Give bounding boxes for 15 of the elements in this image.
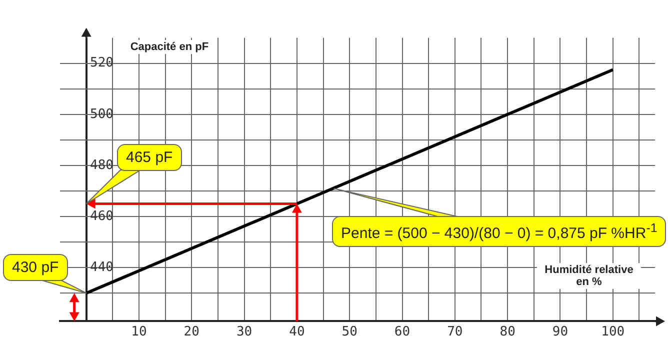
x-tick-label: 100 bbox=[601, 324, 625, 340]
x-tick-label: 50 bbox=[342, 324, 358, 340]
x-tick-label: 10 bbox=[131, 324, 147, 340]
x-tick-label: 80 bbox=[500, 324, 516, 340]
x-tick-label: 70 bbox=[447, 324, 463, 340]
x-tick-label: 30 bbox=[236, 324, 252, 340]
annotation: 465 pF bbox=[117, 144, 182, 171]
x-tick-label: 40 bbox=[289, 324, 305, 340]
annotation: Pente = (500 − 430)/(80 − 0) = 0,875 pF %HR$^{-1}$ bbox=[332, 216, 666, 247]
x-axis-title: Humidité relative en % bbox=[537, 263, 641, 290]
x-tick-label: 90 bbox=[552, 324, 568, 340]
x-tick-label: 60 bbox=[394, 324, 410, 340]
annotation: 430 pF bbox=[3, 254, 68, 281]
y-axis-title: Capacité en pF bbox=[128, 40, 211, 54]
x-tick-label: 20 bbox=[184, 324, 200, 340]
